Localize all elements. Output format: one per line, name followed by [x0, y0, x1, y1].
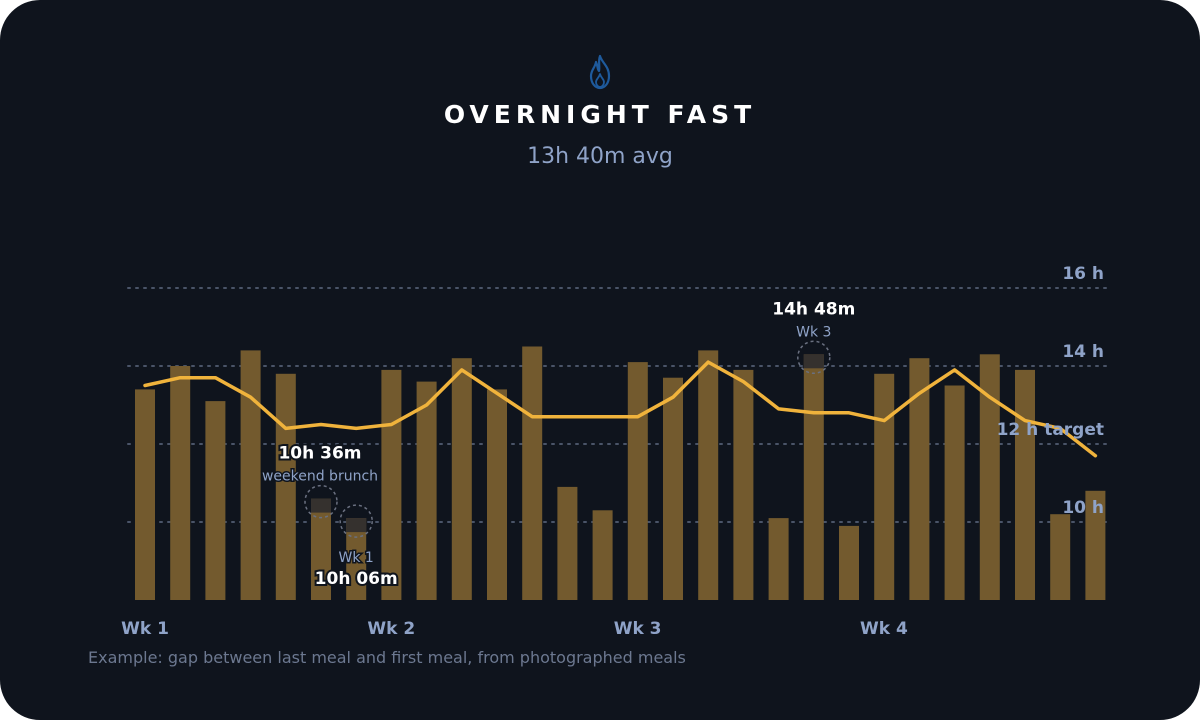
bar [487, 389, 507, 600]
bar [311, 498, 331, 600]
annotation-value: 10h 06m [315, 569, 398, 589]
y-tick-label: 10 h [1062, 498, 1104, 518]
bar [944, 385, 965, 600]
bar [205, 401, 226, 600]
bar [698, 350, 719, 600]
bar [240, 350, 261, 600]
bar [909, 358, 930, 600]
chart-subtitle: 13h 40m avg [527, 144, 673, 169]
bar [275, 373, 296, 600]
y-tick-label: 12 h target [997, 420, 1104, 440]
bar [663, 377, 683, 600]
highlight-marker [339, 504, 373, 538]
x-tick-label: Wk 1 [121, 619, 169, 639]
bar [803, 354, 824, 600]
bar [1085, 490, 1106, 600]
bar [346, 518, 367, 600]
bar [522, 346, 543, 600]
highlight-marker [797, 340, 831, 375]
bar [768, 518, 789, 600]
annotation-label: Wk 1 [339, 550, 374, 566]
annotation-value: 10h 36m [278, 444, 361, 464]
bar [135, 389, 155, 600]
bar [416, 381, 437, 600]
bar-highlight-cap [311, 498, 331, 513]
bar [1050, 514, 1071, 600]
x-tick-label: Wk 2 [367, 619, 415, 639]
x-tick-label: Wk 4 [860, 619, 908, 639]
bar [381, 369, 402, 600]
bar [1015, 369, 1035, 600]
bar-highlight-cap [803, 354, 824, 369]
flame-icon [589, 54, 611, 90]
y-tick-label: 16 h [1062, 264, 1104, 284]
bar [839, 525, 859, 600]
bar [627, 362, 648, 600]
trend-line [143, 360, 1098, 458]
bar-highlight-cap [346, 518, 367, 533]
x-tick-label: Wk 3 [614, 619, 662, 639]
chart-title: OVERNIGHT FAST [443, 100, 757, 129]
chart-caption: Example: gap between last meal and first… [88, 648, 686, 667]
bar [979, 354, 1000, 600]
annotation-label: weekend brunch [262, 469, 378, 485]
bar [170, 366, 191, 600]
bar [592, 510, 613, 600]
bar [733, 369, 754, 600]
annotation-value: 14h 48m [772, 299, 855, 319]
bar [557, 486, 578, 600]
bar [874, 373, 895, 600]
bar [451, 358, 472, 600]
annotation-label: Wk 3 [796, 324, 831, 340]
y-tick-label: 14 h [1062, 342, 1104, 362]
highlight-marker [304, 484, 338, 519]
